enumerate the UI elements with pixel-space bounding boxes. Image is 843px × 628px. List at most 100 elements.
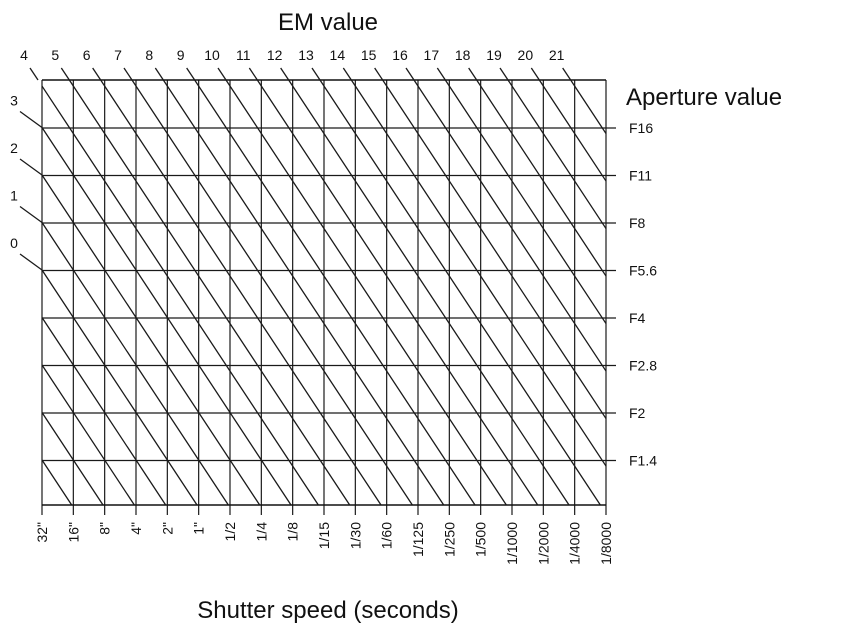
ev-diagonal-line: [41, 174, 261, 506]
ev-diagonal-line: [319, 79, 601, 506]
shutter-label: 1/2000: [535, 522, 551, 565]
grid: [41, 79, 616, 515]
ev-diagonal-line: [225, 79, 507, 506]
shutter-label: 2": [159, 522, 175, 535]
ev-diagonal-line: [41, 85, 319, 506]
em-top-label: 10: [204, 47, 220, 63]
shutter-label: 1/4: [253, 522, 269, 542]
em-top-label: 8: [145, 47, 153, 63]
ev-diagonal-line: [413, 79, 607, 372]
shutter-label: 32": [34, 522, 50, 543]
em-top-label: 9: [177, 47, 185, 63]
shutter-speed-title: Shutter speed (seconds): [197, 597, 458, 624]
aperture-label: F4: [629, 310, 646, 326]
ev-diagonal-line: [41, 317, 167, 506]
shutter-label: 1/30: [347, 522, 363, 549]
em-top-label: 17: [424, 47, 440, 63]
shutter-label: 1/250: [441, 522, 457, 557]
ev-diagonal-line: [256, 79, 539, 506]
ev-leader-line: [530, 67, 540, 81]
ev-leader-line: [562, 67, 572, 81]
em-top-label: 7: [114, 47, 122, 63]
ev-diagonal-line: [538, 79, 607, 182]
shutter-label: 1/8000: [598, 522, 614, 565]
shutter-label: 8": [97, 522, 113, 535]
ev-diagonal-line: [41, 269, 198, 506]
shutter-label: 16": [65, 522, 81, 543]
ev-leader-line: [468, 67, 478, 81]
ev-diagonal-line: [194, 79, 476, 506]
ev-diagonal-line: [41, 222, 229, 506]
aperture-value-title: Aperture value: [626, 84, 782, 111]
aperture-label: F5.6: [629, 263, 657, 279]
aperture-label: F8: [629, 215, 646, 231]
ev-diagonal-line: [382, 79, 607, 419]
ev-leader-line: [19, 253, 43, 271]
aperture-label: F2.8: [629, 358, 657, 374]
shutter-label: 1/125: [410, 522, 426, 557]
shutter-label: 1": [191, 522, 207, 535]
ev-leader-line: [280, 67, 290, 81]
em-left-label: 2: [10, 140, 18, 156]
ev-diagonal-line: [476, 79, 607, 277]
ev-leader-line: [405, 67, 415, 81]
ev-leader-line: [60, 67, 70, 81]
em-left-label: 3: [10, 93, 18, 109]
aperture-label: F1.4: [629, 453, 657, 469]
em-top-label: 19: [486, 47, 502, 63]
ev-leader-line: [123, 67, 133, 81]
ev-leader-line: [186, 67, 196, 81]
em-left-label: 1: [10, 188, 18, 204]
shutter-label: 4": [128, 522, 144, 535]
em-top-label: 4: [20, 47, 28, 63]
aperture-label: F16: [629, 120, 653, 136]
ev-leader-line: [154, 67, 164, 81]
shutter-label: 1/1000: [504, 522, 520, 565]
ev-leader-line: [499, 67, 509, 81]
ev-leader-line: [311, 67, 321, 81]
ev-diagonal-line: [288, 79, 570, 506]
ev-diagonal-line: [507, 79, 607, 229]
ev-diagonal-line: [350, 79, 607, 467]
em-left-label: 0: [10, 235, 18, 251]
ev-diagonal-line: [41, 364, 135, 506]
em-top-label: 13: [298, 47, 314, 63]
ev-leader-line: [19, 205, 43, 224]
ev-diagonal-line: [131, 79, 413, 506]
ev-leader-line: [19, 158, 43, 176]
shutter-label: 1/2: [222, 522, 238, 542]
ev-diagonal-line: [41, 459, 73, 506]
ev-leader-line: [217, 67, 227, 81]
ev-leader-line: [248, 67, 258, 81]
ev-diagonal-line: [444, 79, 607, 324]
em-top-label: 18: [455, 47, 471, 63]
em-top-label: 21: [549, 47, 565, 63]
ev-leader-line: [436, 67, 446, 81]
ev-diagonal-line: [68, 79, 351, 506]
em-top-label: 20: [518, 47, 534, 63]
ev-leader-line: [374, 67, 384, 81]
aperture-label: F11: [629, 168, 652, 184]
ev-diagonal-line: [100, 79, 382, 506]
em-top-label: 14: [330, 47, 346, 63]
ev-diagonal-line: [41, 127, 292, 506]
ev-diagonal-line: [41, 412, 104, 506]
shutter-label: 1/60: [379, 522, 395, 549]
em-top-label: 16: [392, 47, 408, 63]
shutter-label: 1/8: [285, 522, 301, 542]
ev-leader-line: [29, 67, 39, 81]
aperture-label: F2: [629, 405, 646, 421]
em-value-title: EM value: [278, 9, 378, 36]
em-top-label: 6: [83, 47, 91, 63]
shutter-label: 1/500: [473, 522, 489, 557]
ev-leader-line: [19, 110, 43, 129]
ev-diagonal-lines: [19, 67, 607, 506]
tick-labels: 4 5 6 7 8 9 10 11 12 13 14 15 16 17 18 19 20 213210F16F11…: [10, 47, 657, 565]
em-top-label: 5: [51, 47, 59, 63]
em-top-label: 12: [267, 47, 283, 63]
shutter-label: 1/15: [316, 522, 332, 549]
em-top-label: 15: [361, 47, 377, 63]
ev-diagonal-line: [570, 79, 607, 134]
shutter-label: 1/4000: [567, 522, 583, 565]
